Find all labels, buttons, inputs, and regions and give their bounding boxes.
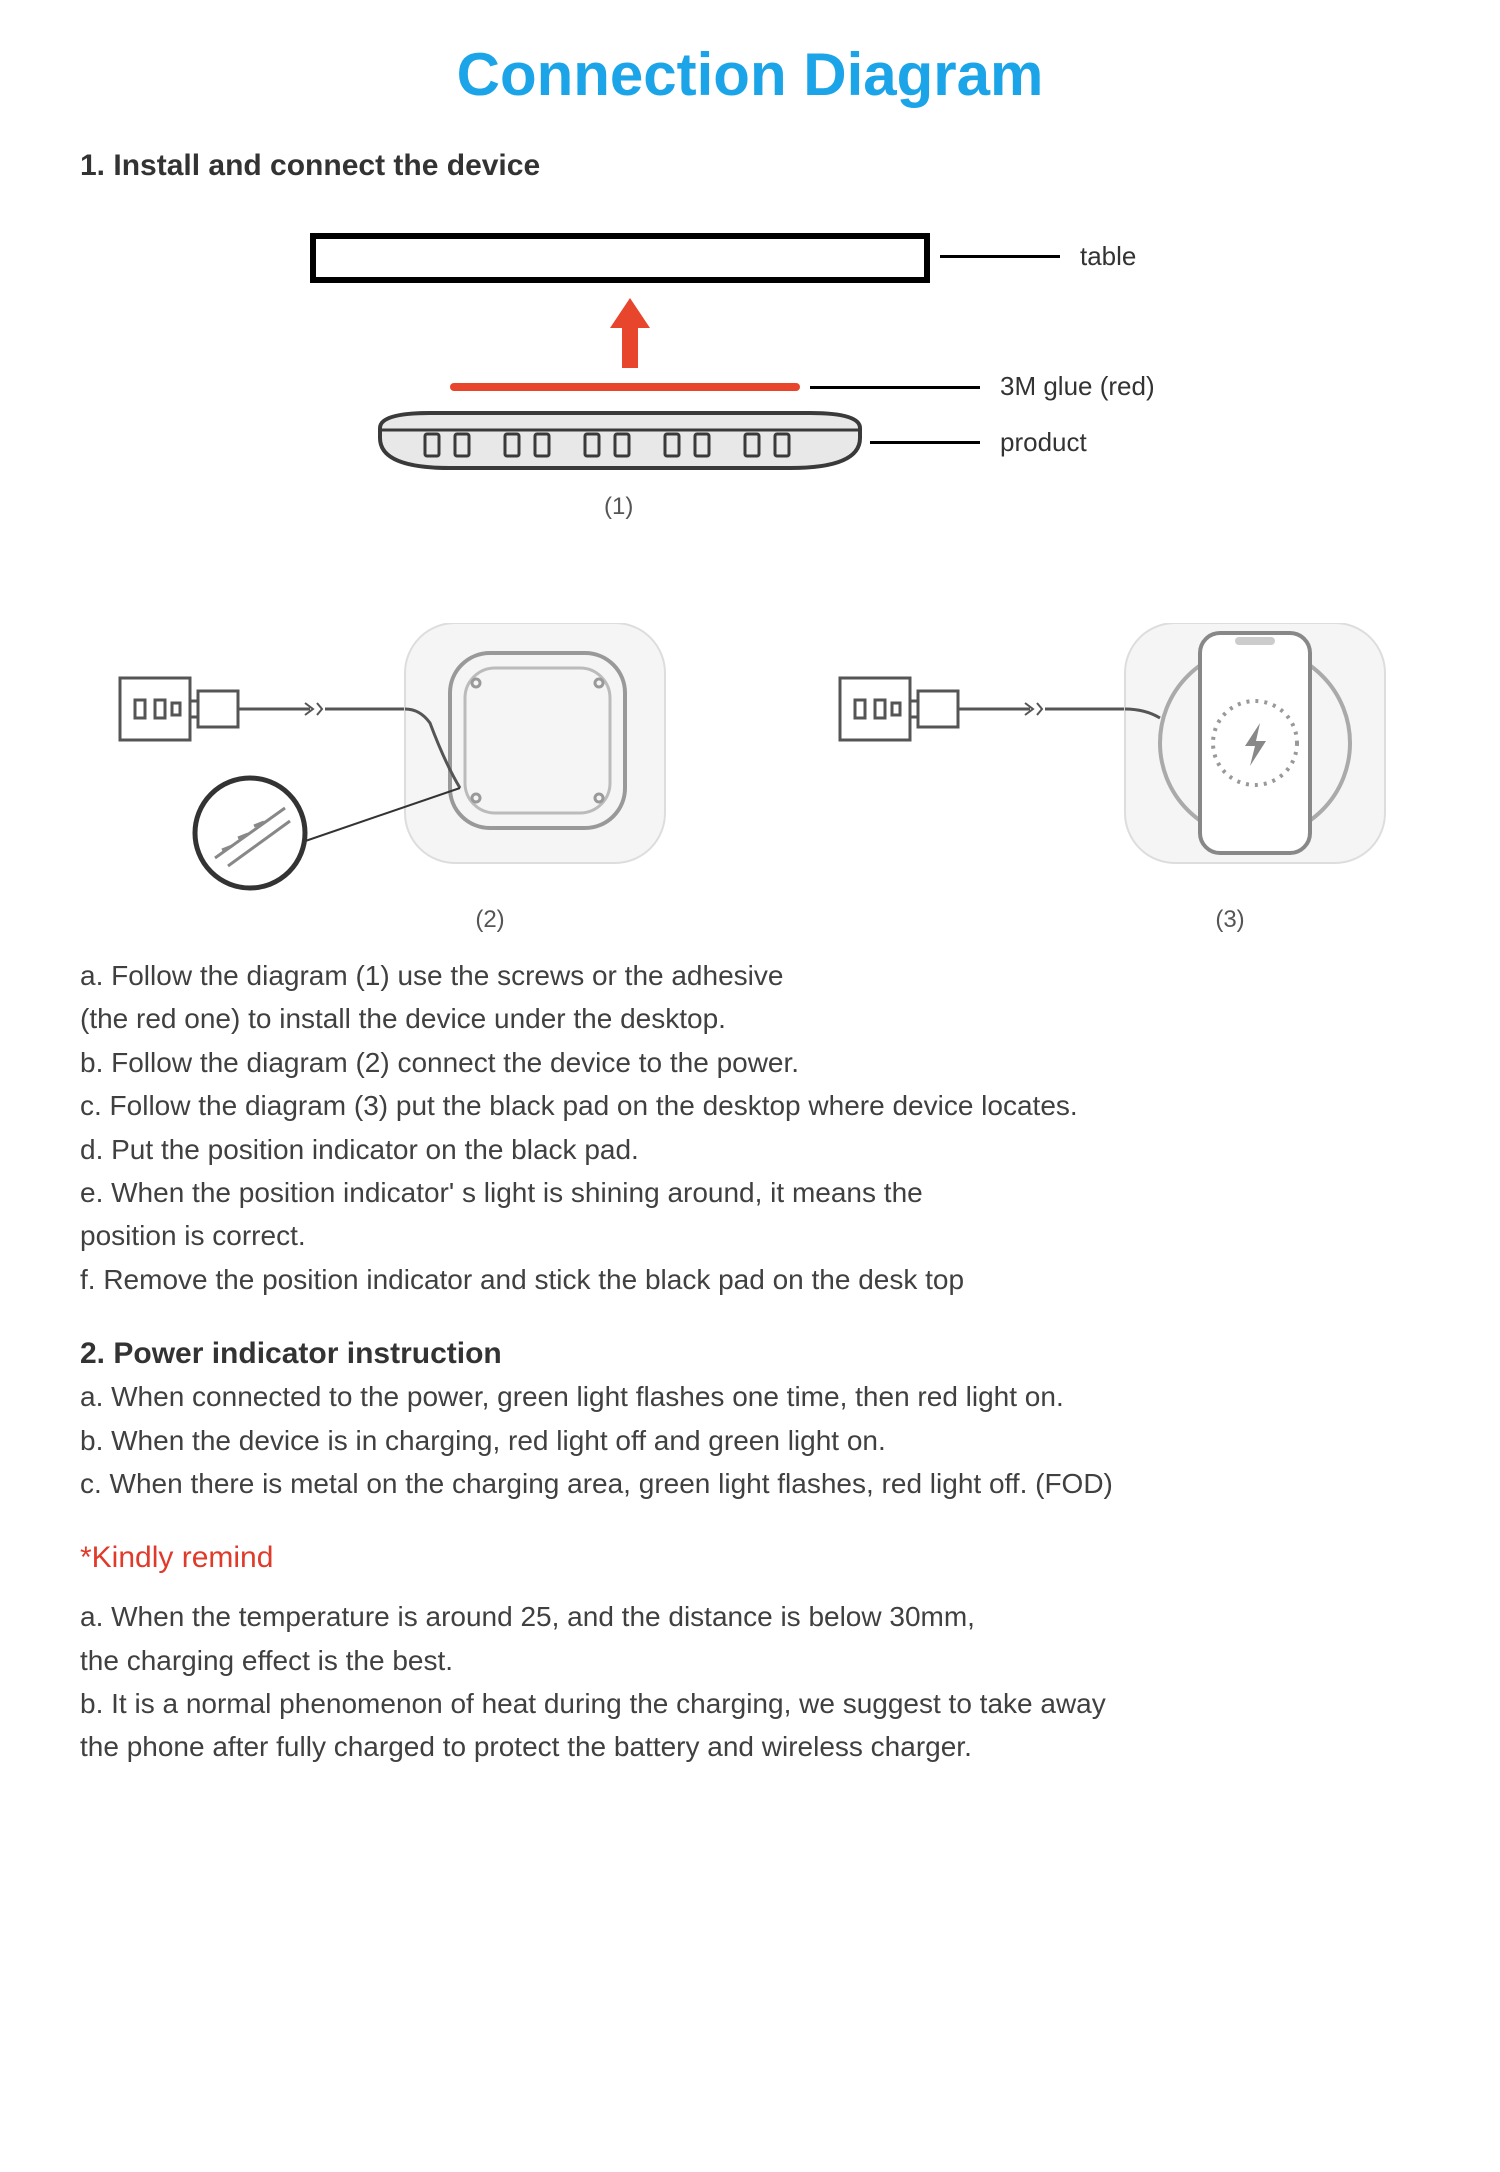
section1-heading: 1. Install and connect the device xyxy=(80,149,1420,183)
remind-heading: *Kindly remind xyxy=(80,1541,1420,1575)
diagram-2: (2) xyxy=(110,623,670,934)
step-c: c. Follow the diagram (3) put the black … xyxy=(80,1084,1420,1127)
section1-steps: a. Follow the diagram (1) use the screws… xyxy=(80,954,1420,1301)
remind-a-line1: a. When the temperature is around 25, an… xyxy=(80,1595,1420,1638)
diagram1-glue-leader xyxy=(810,386,980,389)
remind-b-line2: the phone after fully charged to protect… xyxy=(80,1725,1420,1768)
diagram3-caption: (3) xyxy=(1070,906,1390,934)
diagram-1: table 3M glue (red) product (1) xyxy=(80,213,1420,613)
diagram1-product-leader xyxy=(870,441,980,444)
remind-a-line2: the charging effect is the best. xyxy=(80,1639,1420,1682)
step-a-line1: a. Follow the diagram (1) use the screws… xyxy=(80,954,1420,997)
sec2-b: b. When the device is in charging, red l… xyxy=(80,1419,1420,1462)
diagram1-product-shape xyxy=(370,408,870,488)
section2-lines: a. When connected to the power, green li… xyxy=(80,1375,1420,1505)
step-d: d. Put the position indicator on the bla… xyxy=(80,1128,1420,1171)
diagram-3: (3) xyxy=(830,623,1390,934)
diagram1-table-shape xyxy=(310,233,930,283)
step-f: f. Remove the position indicator and sti… xyxy=(80,1258,1420,1301)
diagram-row-2-3: (2) xyxy=(80,623,1420,934)
remind-heading-text: *Kindly remind xyxy=(80,1541,273,1574)
diagram1-caption: (1) xyxy=(604,493,633,521)
diagram1-glue-label: 3M glue (red) xyxy=(1000,371,1155,402)
step-e-line1: e. When the position indicator' s light … xyxy=(80,1171,1420,1214)
diagram2-caption: (2) xyxy=(310,906,670,934)
title-text: Connection Diagram xyxy=(457,41,1044,108)
sec2-c: c. When there is metal on the charging a… xyxy=(80,1462,1420,1505)
diagram1-table-label: table xyxy=(1080,241,1136,272)
page-title: Connection Diagram xyxy=(80,40,1420,109)
up-arrow-icon xyxy=(610,298,650,378)
diagram1-product-label: product xyxy=(1000,427,1087,458)
step-b: b. Follow the diagram (2) connect the de… xyxy=(80,1041,1420,1084)
remind-lines: a. When the temperature is around 25, an… xyxy=(80,1595,1420,1769)
sec2-a: a. When connected to the power, green li… xyxy=(80,1375,1420,1418)
diagram1-table-leader xyxy=(940,255,1060,258)
step-a-line2: (the red one) to install the device unde… xyxy=(80,997,1420,1040)
remind-b-line1: b. It is a normal phenomenon of heat dur… xyxy=(80,1682,1420,1725)
step-e-line2: position is correct. xyxy=(80,1214,1420,1257)
section2-heading: 2. Power indicator instruction xyxy=(80,1337,1420,1371)
diagram1-glue-shape xyxy=(450,383,800,391)
